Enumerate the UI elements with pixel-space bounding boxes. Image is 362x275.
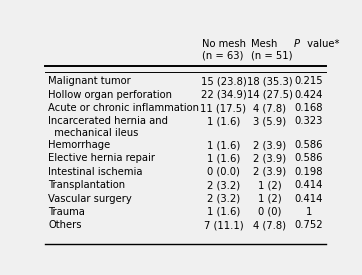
Text: Mesh
(n = 51): Mesh (n = 51) [252, 39, 293, 61]
Text: 1 (1.6): 1 (1.6) [207, 153, 240, 163]
Text: 1: 1 [306, 207, 312, 217]
Text: 0.414: 0.414 [295, 180, 323, 190]
Text: 2 (3.2): 2 (3.2) [207, 194, 240, 204]
Text: 0.168: 0.168 [295, 103, 323, 113]
Text: 0 (0.0): 0 (0.0) [207, 167, 240, 177]
Text: 0.215: 0.215 [295, 76, 323, 86]
Text: 0 (0): 0 (0) [258, 207, 281, 217]
Text: Incarcerated hernia and
  mechanical ileus: Incarcerated hernia and mechanical ileus [48, 116, 168, 138]
Text: 4 (7.8): 4 (7.8) [253, 103, 286, 113]
Text: Trauma: Trauma [48, 207, 85, 217]
Text: value*: value* [304, 39, 340, 49]
Text: Hollow organ perforation: Hollow organ perforation [48, 90, 172, 100]
Text: Elective hernia repair: Elective hernia repair [48, 153, 155, 163]
Text: 18 (35.3): 18 (35.3) [247, 76, 292, 86]
Text: 1 (1.6): 1 (1.6) [207, 116, 240, 127]
Text: Intestinal ischemia: Intestinal ischemia [48, 167, 143, 177]
Text: 0.323: 0.323 [295, 116, 323, 127]
Text: 0.414: 0.414 [295, 194, 323, 204]
Text: 3 (5.9): 3 (5.9) [253, 116, 286, 127]
Text: Malignant tumor: Malignant tumor [48, 76, 131, 86]
Text: 0.198: 0.198 [295, 167, 323, 177]
Text: 4 (7.8): 4 (7.8) [253, 220, 286, 230]
Text: 15 (23.8): 15 (23.8) [201, 76, 246, 86]
Text: Transplantation: Transplantation [48, 180, 125, 190]
Text: 2 (3.9): 2 (3.9) [253, 153, 286, 163]
Text: 11 (17.5): 11 (17.5) [201, 103, 247, 113]
Text: Hemorrhage: Hemorrhage [48, 140, 110, 150]
Text: Acute or chronic inflammation: Acute or chronic inflammation [48, 103, 199, 113]
Text: No mesh
(n = 63): No mesh (n = 63) [202, 39, 247, 61]
Text: 2 (3.9): 2 (3.9) [253, 167, 286, 177]
Text: 0.424: 0.424 [295, 90, 323, 100]
Text: P: P [294, 39, 299, 49]
Text: 0.752: 0.752 [295, 220, 323, 230]
Text: 22 (34.9): 22 (34.9) [201, 90, 246, 100]
Text: 1 (2): 1 (2) [258, 194, 282, 204]
Text: 14 (27.5): 14 (27.5) [247, 90, 292, 100]
Text: 2 (3.9): 2 (3.9) [253, 140, 286, 150]
Text: 0.586: 0.586 [295, 140, 323, 150]
Text: 2 (3.2): 2 (3.2) [207, 180, 240, 190]
Text: Vascular surgery: Vascular surgery [48, 194, 132, 204]
Text: 0.586: 0.586 [295, 153, 323, 163]
Text: 1 (1.6): 1 (1.6) [207, 140, 240, 150]
Text: 7 (11.1): 7 (11.1) [203, 220, 243, 230]
Text: 1 (2): 1 (2) [258, 180, 282, 190]
Text: Others: Others [48, 220, 81, 230]
Text: 1 (1.6): 1 (1.6) [207, 207, 240, 217]
